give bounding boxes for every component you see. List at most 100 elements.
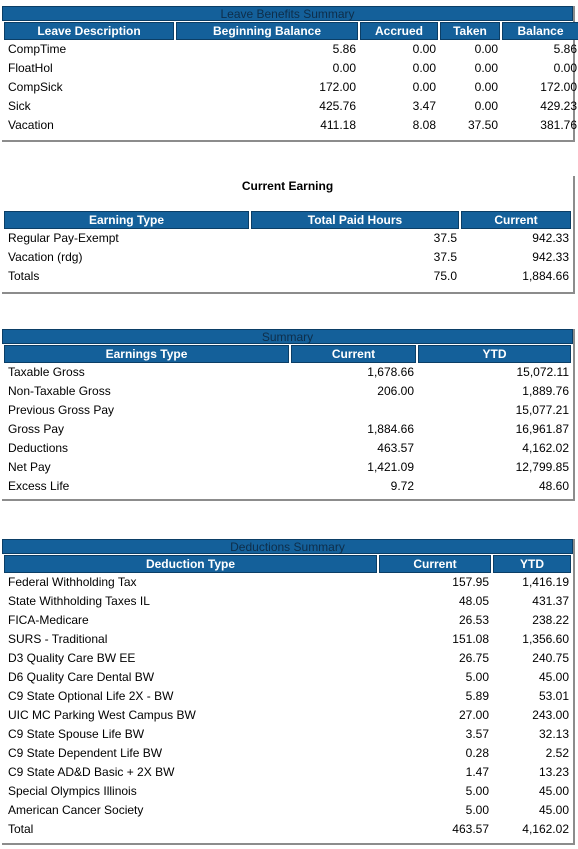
cell-value: 37.5 <box>433 231 457 245</box>
cell-value: 3.47 <box>412 99 436 113</box>
table-body: Taxable Gross 1,678.66 15,072.11 Non-Taxabl… <box>4 363 571 496</box>
cell-value: 4,162.02 <box>522 822 569 836</box>
summary-table: Earnings Type Current YTD Taxable Gross 1,6… <box>2 345 573 496</box>
cell-value: 13.23 <box>538 765 569 779</box>
row-label: Vacation <box>8 118 54 132</box>
column-header: Balance <box>502 22 578 40</box>
row-label: FICA-Medicare <box>8 613 89 627</box>
cell-value: 1,884.66 <box>367 422 414 436</box>
table-body: Regular Pay-Exempt 37.5 942.33 Vacation (rd… <box>4 229 571 286</box>
table-row: C9 State Spouse Life BW 3.57 32.13 <box>4 725 571 744</box>
row-label: C9 State AD&D Basic + 2X BW <box>8 765 175 779</box>
cell-value: 0.00 <box>553 61 577 75</box>
row-label: Excess Life <box>8 479 70 493</box>
cell-value: 1.47 <box>465 765 489 779</box>
cell-value: 45.00 <box>538 803 569 817</box>
current-earning-panel: Current Earning Earning Type Total Paid H… <box>2 176 575 294</box>
cell-value: 0.00 <box>412 80 436 94</box>
cell-value: 463.57 <box>377 441 414 455</box>
row-label: D3 Quality Care BW EE <box>8 651 136 665</box>
cell-value: 942.33 <box>532 231 569 245</box>
cell-value: 431.37 <box>532 594 569 608</box>
cell-value: 5.00 <box>465 803 489 817</box>
table-row: Taxable Gross 1,678.66 15,072.11 <box>4 363 571 382</box>
cell-value: 157.95 <box>452 575 489 589</box>
cell-value: 0.00 <box>474 80 498 94</box>
cell-value: 0.00 <box>332 61 356 75</box>
cell-value: 5.86 <box>553 42 577 56</box>
row-label: SURS - Traditional <box>8 632 108 646</box>
table-row: Net Pay 1,421.09 12,799.85 <box>4 458 571 477</box>
column-header: YTD <box>418 345 571 363</box>
table-header-row: Earnings Type Current YTD <box>4 345 571 363</box>
cell-value: 26.53 <box>458 613 489 627</box>
table-row: Special Olympics Illinois 5.00 45.00 <box>4 782 571 801</box>
table-row: Non-Taxable Gross 206.00 1,889.76 <box>4 382 571 401</box>
row-label: Total <box>8 822 34 836</box>
row-label: C9 State Dependent Life BW <box>8 746 163 760</box>
cell-value: 206.00 <box>377 384 414 398</box>
cell-value: 45.00 <box>538 784 569 798</box>
cell-value: 32.13 <box>538 727 569 741</box>
leave-benefits-title: Leave Benefits Summary <box>2 6 573 21</box>
cell-value: 9.72 <box>390 479 414 493</box>
cell-value: 151.08 <box>452 632 489 646</box>
table-row: State Withholding Taxes IL 48.05 431.37 <box>4 592 571 611</box>
cell-value: 240.75 <box>532 651 569 665</box>
cell-value: 0.00 <box>474 42 498 56</box>
table-row: Previous Gross Pay 15,077.21 <box>4 401 571 420</box>
deductions-panel: Deductions Summary Deduction Type Current… <box>2 539 575 845</box>
row-label: C9 State Spouse Life BW <box>8 727 145 741</box>
cell-value: 45.00 <box>538 670 569 684</box>
table-row: Federal Withholding Tax 157.95 1,416.19 <box>4 573 571 592</box>
row-label: State Withholding Taxes IL <box>8 594 150 608</box>
row-label: FloatHol <box>8 61 53 75</box>
table-row: Deductions 463.57 4,162.02 <box>4 439 571 458</box>
table-row: American Cancer Society 5.00 45.00 <box>4 801 571 820</box>
table-row: Gross Pay 1,884.66 16,961.87 <box>4 420 571 439</box>
cell-value: 5.89 <box>465 689 489 703</box>
cell-value: 1,421.09 <box>367 460 414 474</box>
row-label: Non-Taxable Gross <box>8 384 111 398</box>
column-header: Current <box>379 555 491 573</box>
cell-value: 429.23 <box>540 99 577 113</box>
summary-panel: Summary Earnings Type Current YTD Taxable … <box>2 329 575 501</box>
table-row: FICA-Medicare 26.53 238.22 <box>4 611 571 630</box>
table-row: Total 463.57 4,162.02 <box>4 820 571 839</box>
cell-value <box>291 401 416 420</box>
row-label: Totals <box>8 269 40 283</box>
cell-value: 53.01 <box>538 689 569 703</box>
column-header: Leave Description <box>4 22 174 40</box>
row-label: Special Olympics Illinois <box>8 784 137 798</box>
cell-value: 2.52 <box>545 746 569 760</box>
cell-value: 37.5 <box>433 250 457 264</box>
cell-value: 1,678.66 <box>367 365 414 379</box>
leave-benefits-table: Leave Description Beginning Balance Accrue… <box>2 22 578 135</box>
cell-value: 411.18 <box>320 118 356 132</box>
cell-value: 1,884.66 <box>522 269 569 283</box>
cell-value: 26.75 <box>458 651 489 665</box>
column-header: Earning Type <box>4 211 249 229</box>
row-label: Gross Pay <box>8 422 65 436</box>
cell-value: 1,356.60 <box>522 632 569 646</box>
cell-value: 48.60 <box>538 479 569 493</box>
cell-value: 37.50 <box>467 118 498 132</box>
column-header: Earnings Type <box>4 345 289 363</box>
cell-value: 48.05 <box>458 594 489 608</box>
cell-value: 12,799.85 <box>515 460 569 474</box>
row-label: Vacation (rdg) <box>8 250 83 264</box>
cell-value: 8.08 <box>412 118 436 132</box>
table-header-row: Leave Description Beginning Balance Accrue… <box>4 22 578 40</box>
cell-value: 4,162.02 <box>522 441 569 455</box>
column-header: Accrued <box>360 22 438 40</box>
table-body: Federal Withholding Tax 157.95 1,416.19 Sta… <box>4 573 571 839</box>
row-label: Net Pay <box>8 460 51 474</box>
table-row: D6 Quality Care Dental BW 5.00 45.00 <box>4 668 571 687</box>
cell-value: 243.00 <box>532 708 569 722</box>
cell-value: 5.86 <box>332 42 356 56</box>
row-label: Federal Withholding Tax <box>8 575 137 589</box>
summary-title: Summary <box>2 329 573 344</box>
table-row: Totals 75.0 1,884.66 <box>4 267 571 286</box>
cell-value: 15,072.11 <box>516 365 570 379</box>
table-row: CompTime 5.86 0.00 0.00 5.86 <box>4 40 578 59</box>
